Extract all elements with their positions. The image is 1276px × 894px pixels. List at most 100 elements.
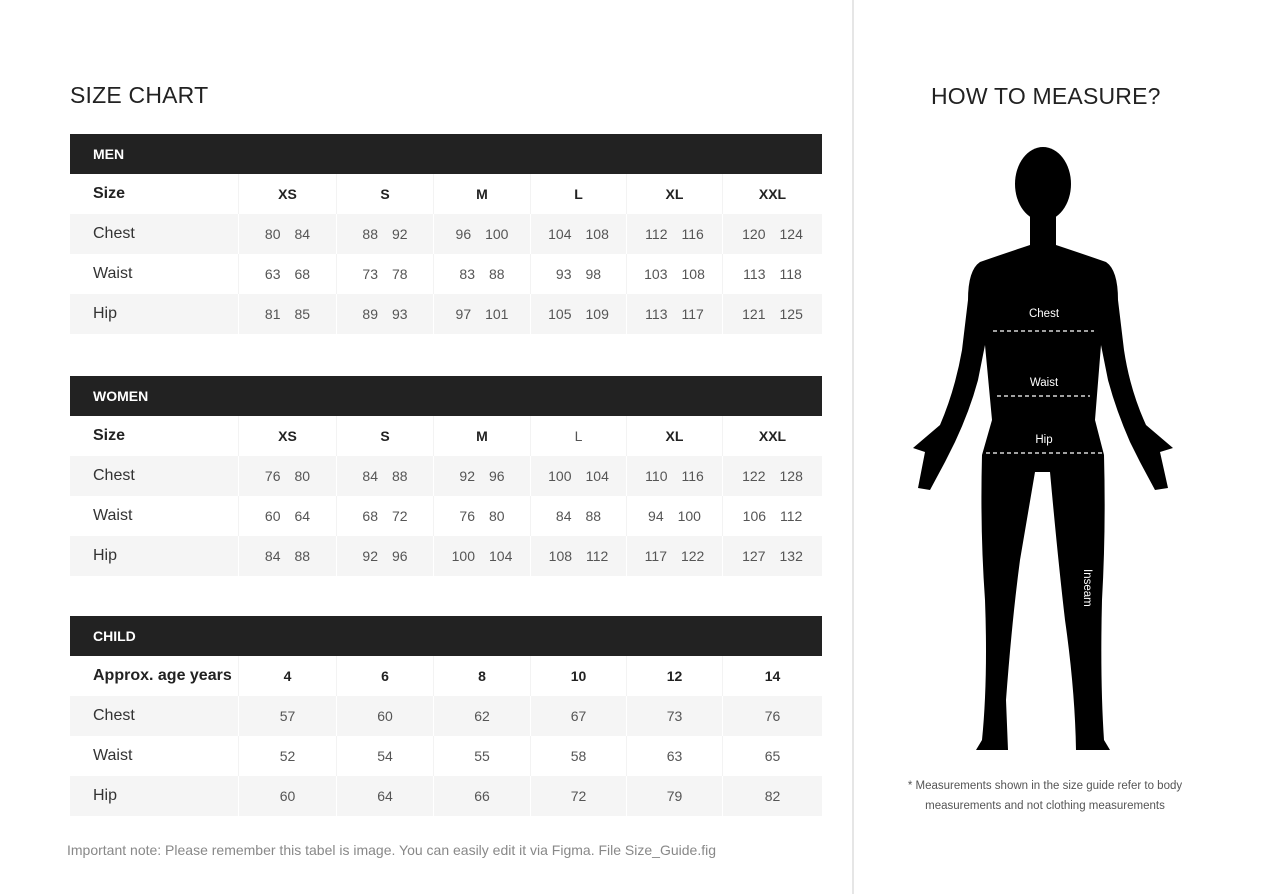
cell-value: 97 <box>455 306 472 322</box>
cell-value: 100 <box>451 548 475 564</box>
cell-value: 120 <box>742 226 766 242</box>
cell-value: 92 <box>392 226 408 242</box>
cell-value: 124 <box>779 226 803 242</box>
cell-value: 68 <box>294 266 311 282</box>
row-label: Chest <box>93 707 135 724</box>
table-cell: 97 101 <box>433 294 530 334</box>
table-cell: 113 118 <box>722 254 822 294</box>
cell-value: 81 <box>264 306 281 322</box>
table-cell: 84 88 <box>530 496 626 536</box>
footnote-line-1: * Measurements shown in the size guide r… <box>907 780 1183 792</box>
table-cell: 122 128 <box>722 456 822 496</box>
row-label: Chest <box>93 467 135 484</box>
row-label: Waist <box>93 747 133 764</box>
chest-label: Chest <box>1029 308 1060 320</box>
cell-value: 57 <box>279 708 296 724</box>
men-size-table: MEN Size XS S M L XL XXL Chest 80 84 88 92 96 100 104 10… <box>70 134 822 334</box>
table-row: Chest 57 60 62 67 73 76 <box>70 696 822 736</box>
cell-value: 122 <box>742 468 766 484</box>
column-header: M <box>433 174 530 214</box>
table-cell: 60 64 <box>238 496 336 536</box>
cell-value: 116 <box>681 226 704 242</box>
column-header: XXL <box>722 416 822 456</box>
cell-value: 67 <box>570 708 587 724</box>
table-cell: 100 104 <box>530 456 626 496</box>
table-row: Hip 84 88 92 96 100 104 108 112 117 122 127 132 <box>70 536 822 576</box>
table-cell: 54 <box>336 736 433 776</box>
cell-value: 100 <box>548 468 572 484</box>
child-size-table: CHILD Approx. age years 4 6 8 10 12 14 Chest 57 60… <box>70 616 822 816</box>
table-cell: 103 108 <box>626 254 722 294</box>
cell-value: 112 <box>586 548 609 564</box>
section-header: CHILD <box>70 616 822 656</box>
cell-value: 83 <box>459 266 475 282</box>
cell-value: 72 <box>570 788 587 804</box>
table-cell: 73 78 <box>336 254 433 294</box>
cell-value: 101 <box>485 306 509 322</box>
cell-value: 92 <box>459 468 475 484</box>
table-cell: 60 <box>336 696 433 736</box>
cell-value: 108 <box>585 226 609 242</box>
cell-value: 76 <box>459 508 475 524</box>
table-cell: 76 <box>722 696 822 736</box>
silhouette-head <box>1015 147 1071 221</box>
cell-value: 85 <box>294 306 311 322</box>
cell-value: 84 <box>264 548 281 564</box>
cell-value: 106 <box>742 508 767 524</box>
column-header-label: Size <box>93 427 126 444</box>
cell-value: 80 <box>489 508 505 524</box>
cell-value: 96 <box>392 548 408 564</box>
table-cell: 66 <box>433 776 530 816</box>
cell-value: 60 <box>264 508 281 524</box>
row-label: Hip <box>93 547 118 564</box>
cell-value: 104 <box>585 468 609 484</box>
table-cell: 105 109 <box>530 294 626 334</box>
cell-value: 80 <box>264 226 281 242</box>
row-label: Chest <box>93 225 135 242</box>
women-size-table: WOMEN Size XS S M L XL XXL Chest 76 80 84 88 92 96 100 1… <box>70 376 822 576</box>
cell-value: 66 <box>474 788 490 804</box>
cell-value: 112 <box>780 508 803 524</box>
cell-value: 112 <box>645 226 668 242</box>
cell-value: 108 <box>548 548 573 564</box>
table-cell: 72 <box>530 776 626 816</box>
column-header: XS <box>238 174 336 214</box>
table-cell: 106 112 <box>722 496 822 536</box>
hip-label: Hip <box>1035 434 1052 446</box>
column-header: M <box>433 416 530 456</box>
table-cell: 120 124 <box>722 214 822 254</box>
cell-value: 58 <box>570 748 587 764</box>
cell-value: 98 <box>585 266 602 282</box>
column-header: L <box>530 416 626 456</box>
cell-value: 105 <box>548 306 572 322</box>
cell-value: 88 <box>585 508 602 524</box>
cell-value: 103 <box>644 266 668 282</box>
table-cell: 92 96 <box>433 456 530 496</box>
cell-value: 96 <box>455 226 472 242</box>
cell-value: 55 <box>474 748 490 764</box>
table-cell: 60 <box>238 776 336 816</box>
cell-value: 63 <box>666 748 683 764</box>
cell-value: 122 <box>680 548 705 564</box>
table-row: Chest 80 84 88 92 96 100 104 108 112 116 120 124 <box>70 214 822 254</box>
cell-value: 100 <box>485 226 509 242</box>
cell-value: 73 <box>362 266 378 282</box>
cell-value: 93 <box>555 266 572 282</box>
cell-value: 60 <box>279 788 296 804</box>
row-label: Waist <box>93 265 133 282</box>
table-cell: 76 80 <box>433 496 530 536</box>
cell-value: 68 <box>362 508 378 524</box>
cell-value: 76 <box>764 708 781 724</box>
cell-value: 118 <box>779 266 802 282</box>
measurement-footnote: * Measurements shown in the size guide r… <box>900 776 1190 816</box>
column-header-label: Approx. age years <box>93 667 232 684</box>
section-header: WOMEN <box>70 376 822 416</box>
table-row: Waist 52 54 55 58 63 65 <box>70 736 822 776</box>
row-label: Waist <box>93 507 133 524</box>
column-header: XS <box>238 416 336 456</box>
table-cell: 89 93 <box>336 294 433 334</box>
table-cell: 81 85 <box>238 294 336 334</box>
footnote-line-2: measurements and not clothing measuremen… <box>925 800 1165 812</box>
cell-value: 121 <box>742 306 766 322</box>
